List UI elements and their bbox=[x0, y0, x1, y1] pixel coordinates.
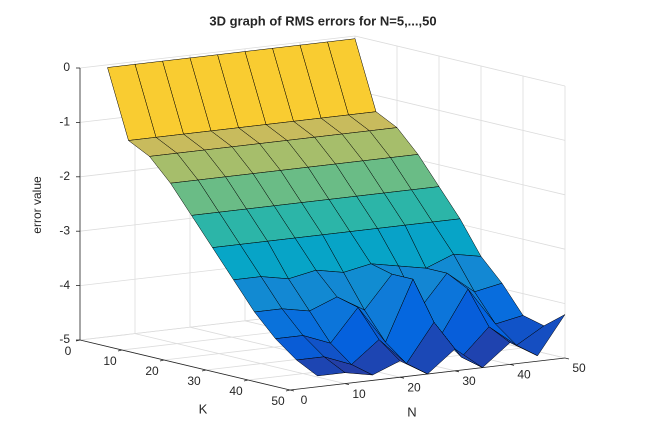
y-axis-label: K bbox=[199, 401, 208, 416]
tick-mark bbox=[243, 379, 249, 382]
tick-mark bbox=[117, 349, 123, 352]
surface-patch bbox=[296, 356, 346, 377]
z-tick-label: -5 bbox=[59, 332, 70, 346]
y-tick-label: 0 bbox=[65, 344, 72, 358]
x-tick-label: 0 bbox=[301, 393, 308, 407]
z-tick-label: -1 bbox=[59, 115, 70, 129]
z-tick-label: -3 bbox=[59, 223, 70, 237]
grid-line bbox=[354, 90, 566, 141]
tick-mark bbox=[289, 389, 295, 392]
tick-mark bbox=[344, 383, 350, 385]
z-tick-label: -4 bbox=[59, 278, 70, 292]
y-tick-label: 30 bbox=[187, 374, 201, 388]
chart-title: 3D graph of RMS errors for N=5,...,50 bbox=[209, 13, 436, 28]
y-axis bbox=[79, 339, 291, 391]
z-tick-label: -2 bbox=[59, 169, 70, 183]
tick-mark bbox=[159, 359, 165, 362]
x-tick-label: 30 bbox=[462, 374, 476, 388]
x-tick-label: 20 bbox=[407, 380, 421, 394]
x-tick-label: 40 bbox=[517, 368, 531, 382]
y-tick-label: 40 bbox=[229, 384, 243, 398]
z-axis-label: error value bbox=[30, 176, 44, 234]
z-tick-label: 0 bbox=[63, 60, 70, 74]
tick-mark bbox=[509, 364, 515, 366]
tick-mark bbox=[399, 376, 405, 379]
tick-mark bbox=[201, 369, 207, 372]
y-tick-label: 10 bbox=[103, 354, 117, 368]
y-tick-label: 50 bbox=[271, 394, 285, 408]
tick-mark bbox=[75, 339, 81, 342]
x-tick-label: 10 bbox=[352, 387, 366, 401]
grid-line bbox=[354, 35, 566, 87]
tick-mark bbox=[454, 370, 460, 373]
x-axis-label: N bbox=[407, 404, 416, 419]
grid-line bbox=[79, 35, 356, 69]
tick-mark bbox=[564, 357, 570, 360]
y-tick-label: 20 bbox=[145, 364, 159, 378]
x-tick-label: 50 bbox=[572, 361, 586, 375]
grid-line bbox=[134, 333, 346, 384]
tick-mark bbox=[285, 389, 291, 392]
